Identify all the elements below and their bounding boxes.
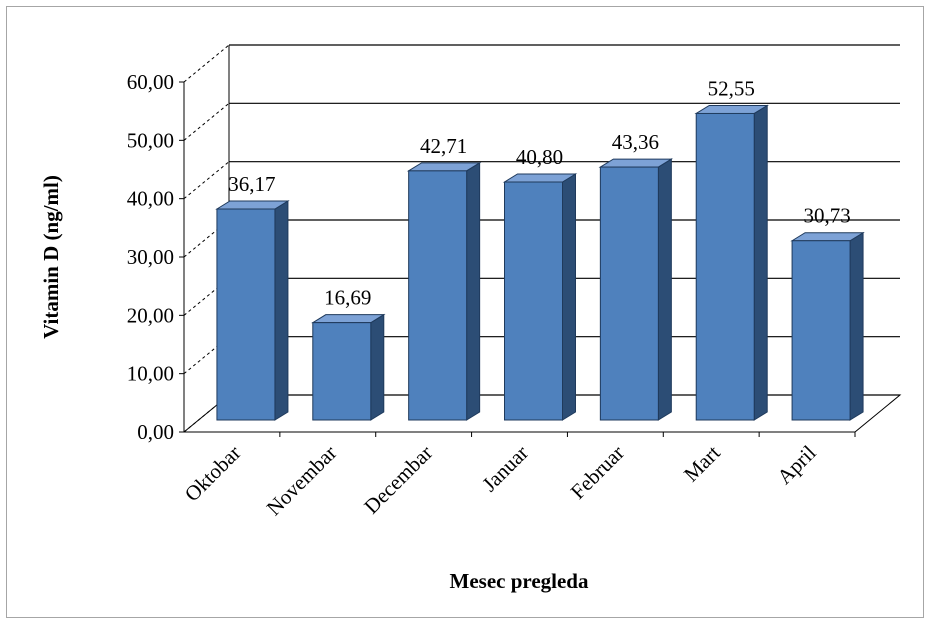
x-tick-label: Februar: [566, 441, 629, 504]
y-tick-label: 40,00: [127, 187, 174, 211]
data-label: 43,36: [612, 130, 659, 154]
bar: [312, 322, 372, 421]
bar: [504, 181, 563, 421]
bar-side: [466, 161, 481, 421]
y-tick-label: 30,00: [127, 245, 174, 269]
y-tick-label: 0,00: [137, 420, 174, 444]
bar-top: [790, 232, 865, 242]
x-tick-label: April: [772, 440, 820, 488]
data-label: 36,17: [228, 172, 275, 196]
bar-top: [598, 158, 674, 168]
gridline-depth: [183, 44, 230, 83]
bar: [599, 166, 659, 421]
bar: [791, 240, 851, 421]
bar: [695, 112, 755, 421]
bar-side: [562, 173, 576, 421]
data-label: 52,55: [708, 76, 755, 100]
bar-side: [370, 313, 385, 421]
axes: [179, 81, 856, 437]
data-label: 30,73: [803, 204, 850, 228]
bar-top: [215, 200, 290, 210]
bar-top: [694, 104, 769, 114]
bar-top: [502, 173, 578, 183]
y-tick-label: 50,00: [127, 128, 174, 152]
bars: [215, 104, 865, 421]
y-tick-label: 20,00: [127, 303, 174, 327]
data-label: 16,69: [324, 286, 371, 310]
bar: [216, 208, 276, 421]
bar: [408, 170, 468, 421]
bar-side: [274, 200, 289, 421]
x-axis-title: Mesec pregleda: [450, 569, 589, 593]
x-tick-label: Decembar: [359, 441, 437, 519]
bar-side: [849, 231, 864, 421]
gridline-depth: [183, 161, 230, 200]
x-tick-label: Oktobar: [180, 441, 246, 507]
y-tick-label: 10,00: [127, 362, 174, 386]
x-tick-label: Januar: [477, 441, 533, 497]
x-tick-label: Novembar: [262, 441, 342, 521]
bar-top: [311, 314, 386, 324]
gridline-depth: [183, 102, 230, 141]
bar-side: [657, 158, 672, 421]
y-tick-label: 60,00: [127, 70, 174, 94]
bar-side: [753, 104, 768, 421]
data-label: 42,71: [420, 134, 467, 158]
x-tick-label: Mart: [679, 440, 725, 486]
bar-top: [406, 162, 482, 172]
y-axis-title: Vitamin D (ng/ml): [39, 175, 63, 339]
data-label: 40,80: [516, 145, 563, 169]
floor: [182, 394, 902, 433]
